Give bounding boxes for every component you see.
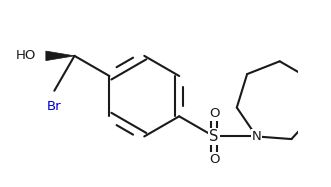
Text: S: S <box>210 129 219 144</box>
Text: Br: Br <box>47 100 62 113</box>
Polygon shape <box>46 51 74 61</box>
Text: HO: HO <box>16 49 36 62</box>
Text: N: N <box>252 130 261 143</box>
Text: O: O <box>209 153 219 166</box>
Text: O: O <box>209 107 219 120</box>
